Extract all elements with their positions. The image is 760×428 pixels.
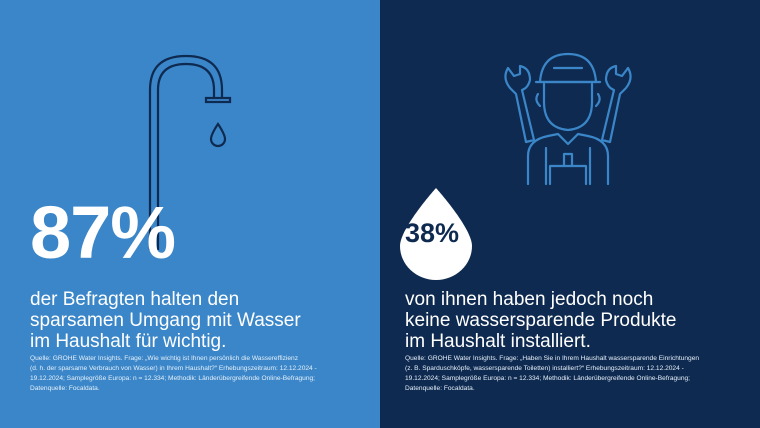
- source-line: Datenquelle: Focaldata.: [30, 385, 100, 392]
- headline-line: von ihnen haben jedoch noch: [405, 289, 654, 310]
- source-line: Quelle: GROHE Water Insights. Frage: „Ha…: [405, 355, 700, 362]
- headline-line: der Befragten halten den: [30, 289, 240, 310]
- faucet-icon: [148, 54, 232, 250]
- stat-38-percent: 38%: [404, 218, 460, 248]
- right-headline: von ihnen haben jedoch noch keine wasser…: [405, 289, 745, 352]
- source-line: 19.12.2024; Samplegröße Europa: n = 12.3…: [30, 375, 316, 382]
- right-panel: 38% von ihnen haben jedoch noch keine wa…: [380, 0, 760, 428]
- source-line: (d. h. der sparsame Verbrauch von Wasser…: [30, 365, 317, 372]
- headline-line: im Haushalt installiert.: [405, 331, 591, 352]
- plumber-with-wrenches-icon: [504, 52, 632, 186]
- left-panel: 87% der Befragten halten den sparsamen U…: [0, 0, 380, 428]
- source-line: 19.12.2024; Samplegröße Europa: n = 12.3…: [405, 375, 691, 382]
- right-source-note: Quelle: GROHE Water Insights. Frage: „Ha…: [405, 354, 735, 394]
- headline-line: keine wassersparende Produkte: [405, 310, 677, 331]
- source-line: Quelle: GROHE Water Insights. Frage: „Wi…: [30, 355, 299, 362]
- stat-87-percent: 87%: [30, 191, 176, 274]
- headline-line: im Haushalt für wichtig.: [30, 331, 227, 352]
- water-drop-icon: [400, 188, 472, 280]
- left-headline: der Befragten halten den sparsamen Umgan…: [30, 289, 360, 352]
- source-line: Datenquelle: Focaldata.: [405, 385, 475, 392]
- headline-line: sparsamen Umgang mit Wasser: [30, 310, 301, 331]
- left-source-note: Quelle: GROHE Water Insights. Frage: „Wi…: [30, 354, 350, 394]
- source-line: (z. B. Sparduschköpfe, wassersparende To…: [405, 365, 684, 372]
